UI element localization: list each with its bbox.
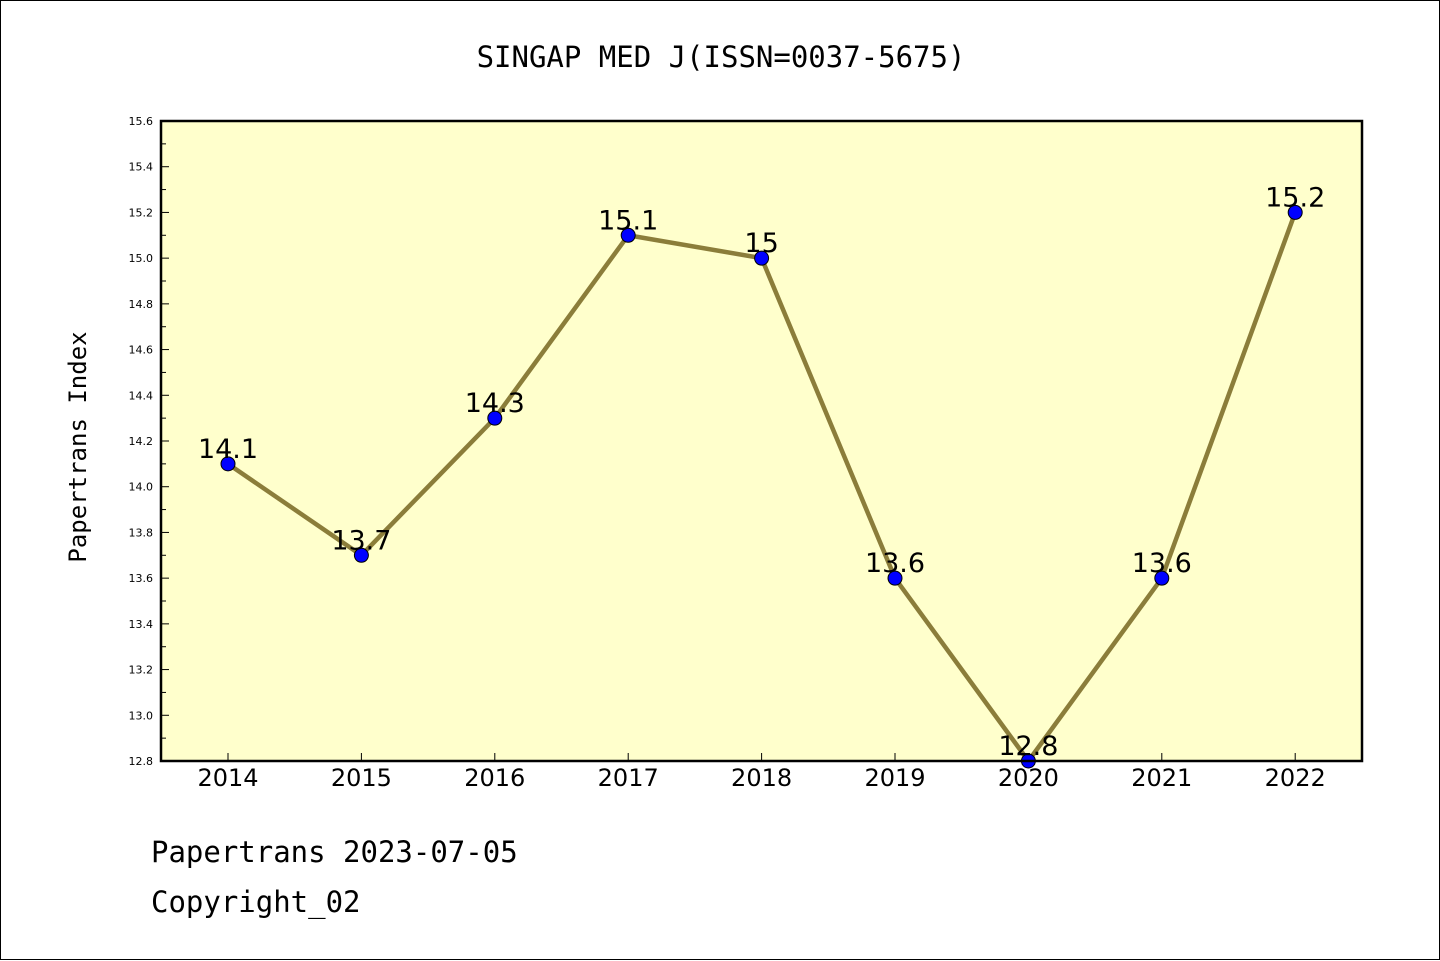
y-axis-label: Papertrans Index [64,331,92,562]
y-tick-label: 13.4 [129,618,154,631]
data-point [754,250,770,266]
data-point [487,410,503,426]
y-tick-label: 13.2 [129,664,154,677]
data-point [620,227,636,243]
y-tick-label: 14.2 [129,435,154,448]
y-tick-label: 13.0 [129,709,154,722]
data-label: 12.8 [998,731,1058,762]
data-point [1287,204,1303,220]
plot-area [161,121,1362,761]
y-tick-label: 14.8 [129,298,154,311]
data-point [1154,570,1170,586]
data-label: 15.2 [1265,182,1325,213]
data-point [887,570,903,586]
x-tick-label: 2017 [598,764,659,792]
x-tick-label: 2018 [731,764,792,792]
y-tick-label: 15.0 [129,252,154,265]
data-point [353,547,369,563]
y-tick-label: 12.8 [129,755,154,768]
x-axis: 2014 2015 2016 2017 2018 2019 2020 2021 2022 [197,753,1326,792]
series: 14.1 13.7 14.3 15.1 15 13.6 12.8 13.6 15.2 [198,182,1325,769]
data-point [220,456,236,472]
data-label: 15 [744,228,778,259]
x-tick-label: 2019 [864,764,925,792]
footer-date: Papertrans 2023-07-05 [151,835,518,869]
data-label: 14.3 [465,388,525,419]
data-label: 13.6 [1132,548,1192,579]
y-tick-label: 14.6 [129,344,154,357]
x-tick-label: 2015 [331,764,392,792]
y-tick-label: 14.0 [129,481,154,494]
y-tick-label: 15.4 [129,161,154,174]
footer-copyright: Copyright_02 [151,885,361,919]
data-label: 15.1 [598,205,658,236]
x-tick-label: 2016 [464,764,525,792]
plot-border [159,119,1364,763]
x-tick-label: 2021 [1131,764,1192,792]
y-tick-label: 15.2 [129,206,154,219]
x-tick-label: 2014 [197,764,258,792]
data-label: 14.1 [198,434,258,465]
x-tick-label: 2020 [998,764,1059,792]
x-tick-label: 2022 [1265,764,1326,792]
y-axis: 12.8 13.0 13.2 13.4 13.6 13.8 14.0 14.2 14.4 14.6… [129,115,169,768]
chart-title: SINGAP MED J(ISSN=0037-5675) [477,40,966,74]
y-tick-label: 13.8 [129,526,154,539]
data-label: 13.6 [865,548,925,579]
y-tick-label: 13.6 [129,572,154,585]
data-label: 13.7 [331,525,391,556]
y-tick-label: 14.4 [129,389,154,402]
y-tick-label: 15.6 [129,115,154,128]
